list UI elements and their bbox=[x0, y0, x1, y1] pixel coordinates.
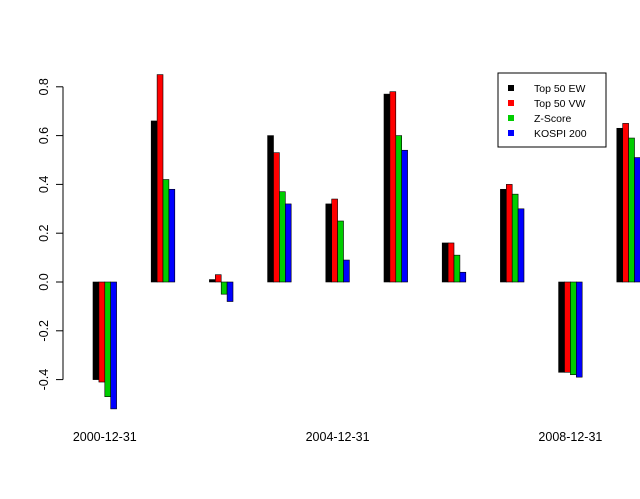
bar-z-score-2004-12-31 bbox=[337, 220, 344, 283]
bar-top-50-ew-2004-12-31 bbox=[325, 203, 332, 283]
x-axis: 2000-12-312004-12-312008-12-312012-12-31… bbox=[73, 430, 603, 444]
y-tick-label: 0.0 bbox=[37, 273, 51, 290]
bar-kospi-200-2000-12-31 bbox=[110, 281, 117, 410]
bar-top-50-ew-2006-12-31 bbox=[441, 242, 449, 283]
bar-z-score-2007-12-31 bbox=[511, 193, 519, 283]
bar-top-50-ew-2008-12-31 bbox=[558, 281, 565, 373]
y-tick-label: 0.6 bbox=[37, 127, 51, 144]
y-tick-label: -0.2 bbox=[37, 320, 51, 342]
bar-top-50-ew-2003-12-31 bbox=[267, 135, 274, 283]
bar-z-score-2005-12-31 bbox=[395, 135, 402, 283]
bar-z-score-2003-12-31 bbox=[279, 191, 286, 283]
bar-top-50-vw-2000-12-31 bbox=[98, 281, 106, 383]
y-tick-label: 0.4 bbox=[37, 176, 51, 193]
bar-top-50-vw-2006-12-31 bbox=[447, 242, 455, 283]
bar-top-50-vw-2009-12-31 bbox=[622, 123, 629, 283]
bars-group bbox=[92, 74, 640, 410]
bar-z-score-2008-12-31 bbox=[570, 281, 577, 376]
bar-group-2007-12-31 bbox=[500, 184, 525, 283]
y-axis: -0.4 -0.2 0.0 0.2 0.4 0.6 0.8 bbox=[37, 78, 64, 391]
legend-swatch bbox=[508, 100, 514, 106]
y-tick-label: 0.8 bbox=[37, 78, 51, 95]
bar-group-2005-12-31 bbox=[383, 91, 408, 283]
bar-kospi-200-2006-12-31 bbox=[459, 271, 467, 283]
x-tick-label: 2000-12-31 bbox=[73, 430, 137, 444]
legend: Top 50 EW Top 50 VW Z-Score KOSPI 200 bbox=[497, 72, 607, 148]
bar-z-score-2001-12-31 bbox=[162, 179, 170, 283]
bar-top-50-vw-2005-12-31 bbox=[389, 91, 397, 283]
bar-group-2006-12-31 bbox=[441, 242, 467, 283]
legend-label: Top 50 EW bbox=[534, 83, 585, 95]
legend-swatch bbox=[508, 130, 514, 136]
bar-kospi-200-2003-12-31 bbox=[284, 203, 292, 283]
bar-top-50-ew-2005-12-31 bbox=[383, 93, 391, 283]
legend-box bbox=[497, 72, 607, 148]
bar-top-50-vw-2004-12-31 bbox=[331, 198, 338, 283]
bar-kospi-200-2001-12-31 bbox=[168, 188, 176, 283]
bar-group-2009-12-31 bbox=[616, 123, 640, 283]
bar-z-score-2009-12-31 bbox=[628, 137, 635, 283]
bar-z-score-2002-12-31 bbox=[220, 281, 228, 295]
bar-z-score-2000-12-31 bbox=[104, 281, 112, 397]
legend-label: Top 50 VW bbox=[534, 98, 585, 110]
bar-kospi-200-2004-12-31 bbox=[343, 259, 350, 283]
bar-kospi-200-2005-12-31 bbox=[401, 149, 408, 283]
bar-group-2001-12-31 bbox=[150, 74, 176, 283]
x-tick-label: 2008-12-31 bbox=[538, 430, 602, 444]
bar-top-50-vw-2002-12-31 bbox=[215, 274, 222, 283]
bar-top-50-vw-2001-12-31 bbox=[156, 74, 164, 283]
bar-top-50-vw-2003-12-31 bbox=[273, 152, 280, 283]
bar-top-50-vw-2007-12-31 bbox=[505, 184, 513, 283]
bar-group-2008-12-31 bbox=[558, 281, 583, 378]
bar-top-50-ew-2009-12-31 bbox=[616, 127, 623, 283]
bar-kospi-200-2008-12-31 bbox=[575, 281, 583, 378]
bar-kospi-200-2009-12-31 bbox=[634, 157, 640, 283]
bar-group-2003-12-31 bbox=[267, 135, 292, 283]
bar-top-50-vw-2008-12-31 bbox=[564, 281, 571, 373]
bar-top-50-ew-2000-12-31 bbox=[92, 281, 100, 380]
bar-group-2000-12-31 bbox=[92, 281, 117, 410]
bar-group-2004-12-31 bbox=[325, 198, 350, 283]
bar-kospi-200-2007-12-31 bbox=[517, 208, 525, 283]
legend-label: KOSPI 200 bbox=[534, 128, 587, 140]
bar-group-2002-12-31 bbox=[209, 274, 234, 302]
legend-swatch bbox=[508, 115, 514, 121]
y-tick-label: 0.2 bbox=[37, 224, 51, 241]
bar-top-50-ew-2007-12-31 bbox=[500, 188, 507, 283]
bar-top-50-ew-2002-12-31 bbox=[209, 279, 216, 283]
legend-label: Z-Score bbox=[534, 113, 572, 125]
bar-top-50-ew-2001-12-31 bbox=[150, 120, 158, 283]
y-tick-label: -0.4 bbox=[37, 369, 51, 391]
x-tick-label: 2004-12-31 bbox=[306, 430, 370, 444]
bar-z-score-2006-12-31 bbox=[453, 254, 461, 283]
legend-swatch bbox=[508, 85, 514, 91]
bar-kospi-200-2002-12-31 bbox=[226, 281, 234, 302]
